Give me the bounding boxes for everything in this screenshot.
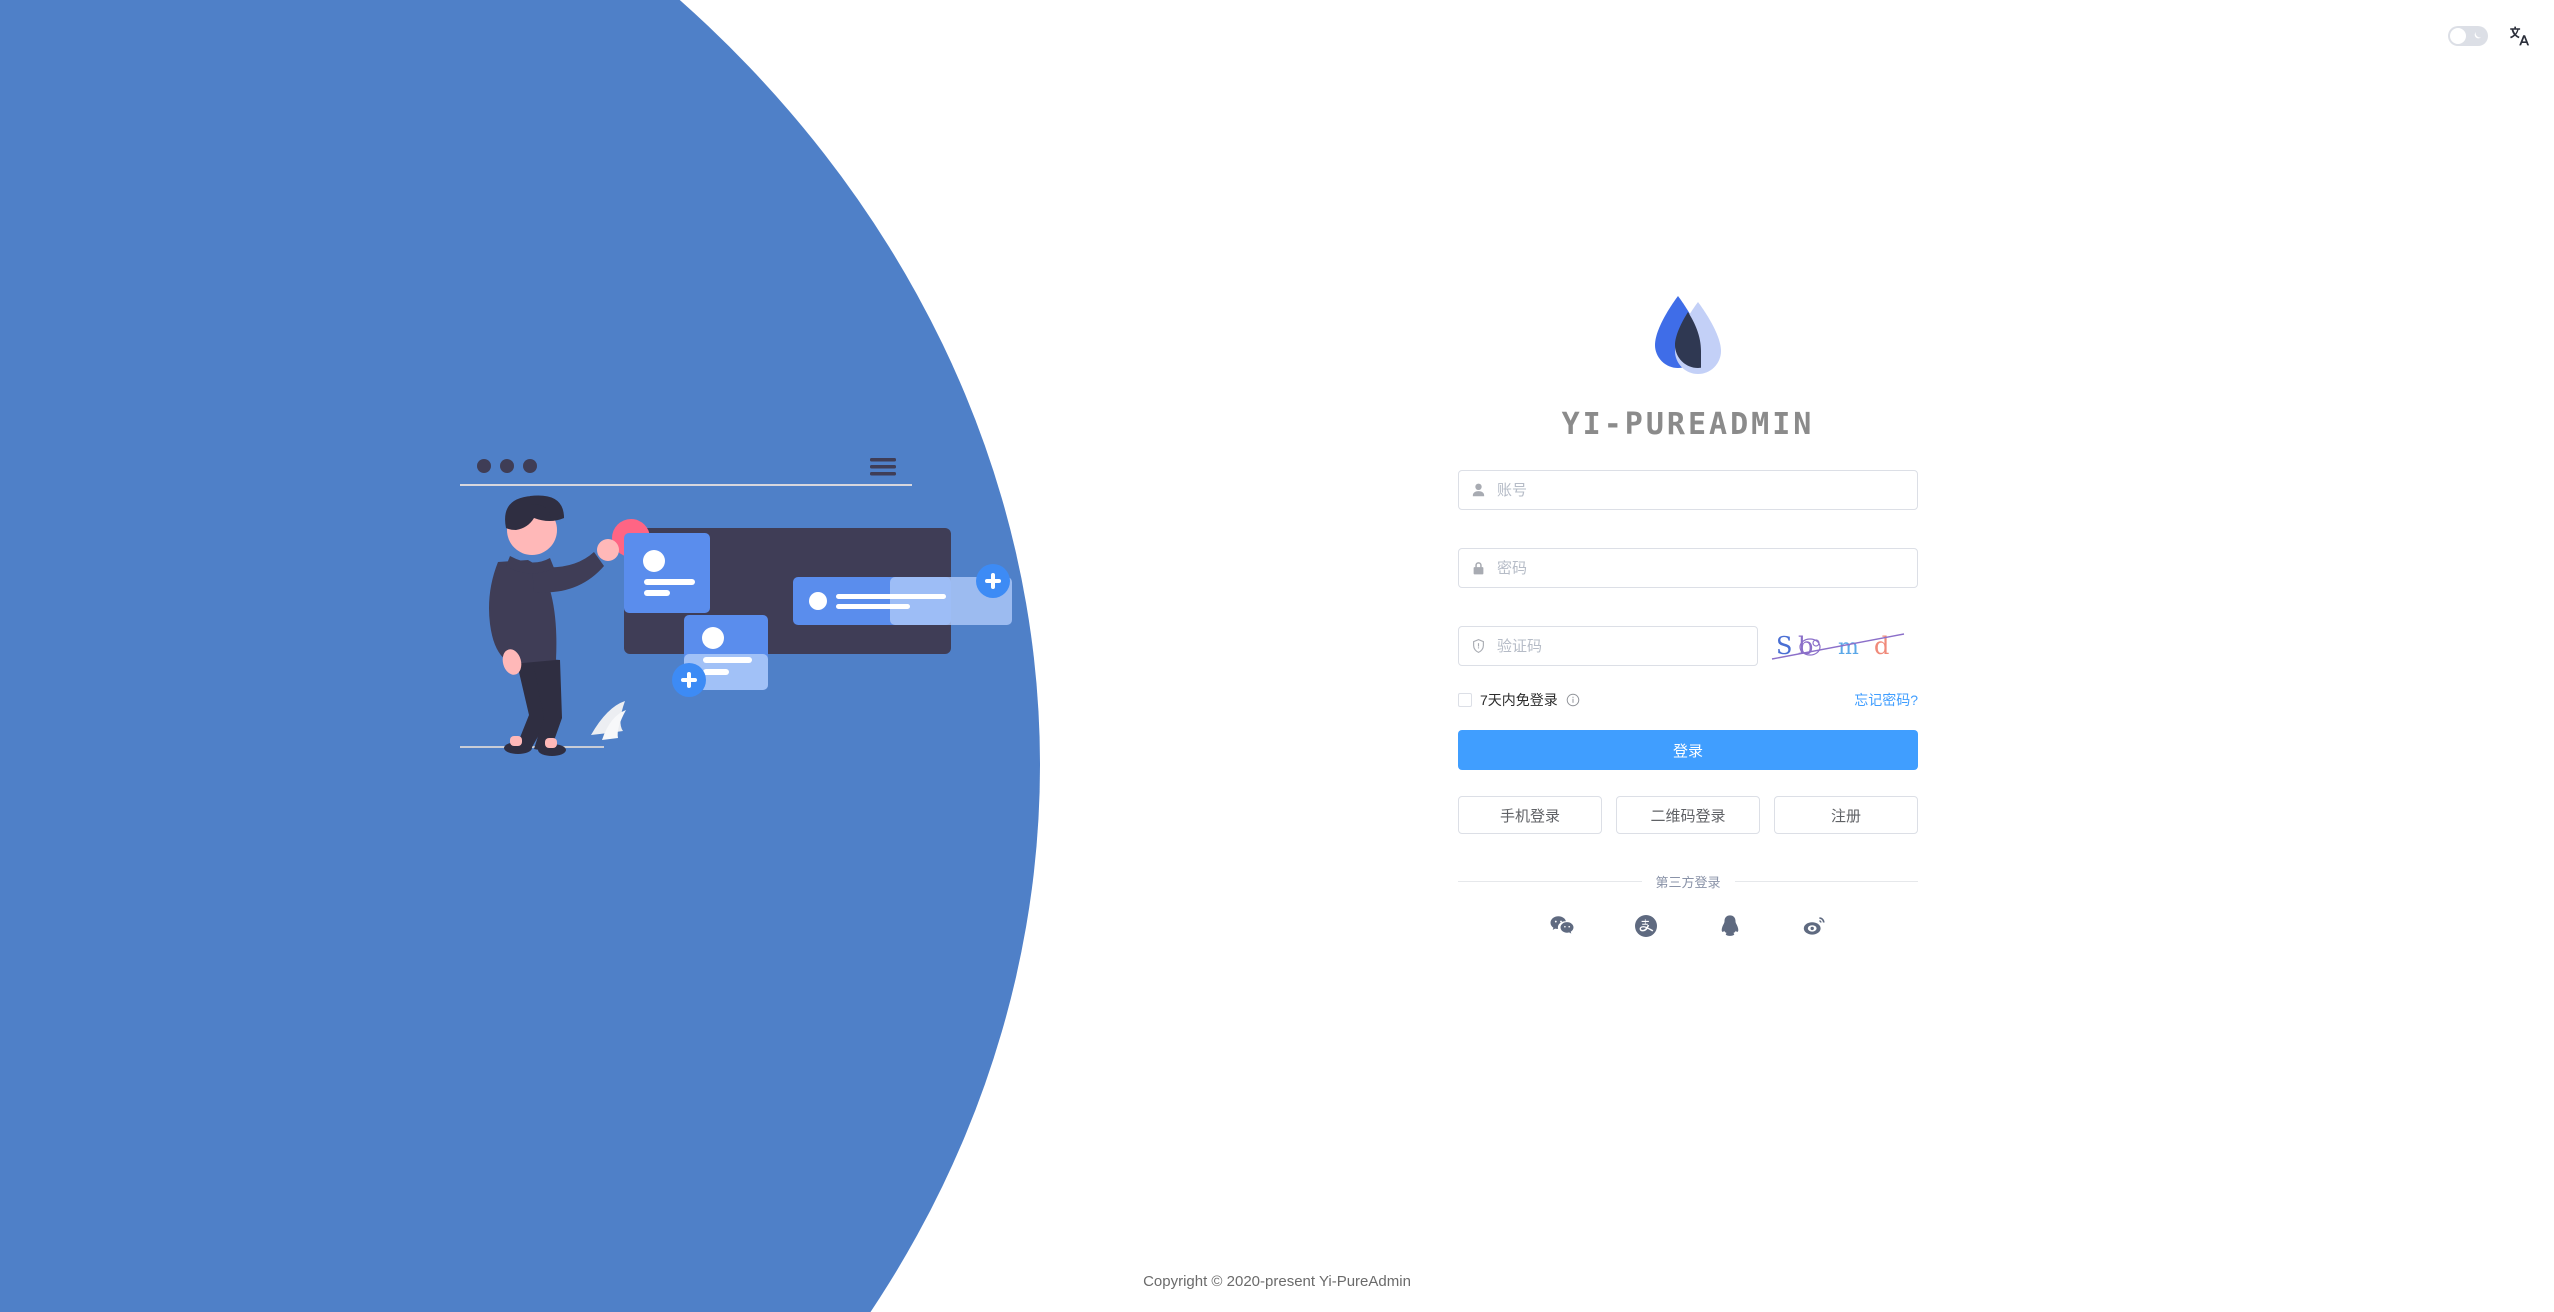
card-top-left — [624, 533, 710, 613]
username-input[interactable] — [1458, 470, 1918, 510]
toggle-knob — [2450, 28, 2466, 44]
social-login-row — [1458, 913, 1918, 939]
captcha-char-4: d — [1874, 632, 1889, 660]
wechat-icon[interactable] — [1549, 913, 1575, 939]
login-illustration — [434, 430, 1080, 890]
divider-label: 第三方登录 — [1655, 875, 1721, 890]
captcha-image[interactable]: S b m d — [1770, 626, 1910, 666]
copyright-text: Copyright © 2020-present Yi-PureAdmin — [1143, 1273, 1411, 1290]
alt-login-buttons: 手机登录 二维码登录 注册 — [1458, 796, 1918, 834]
captcha-char-3: m — [1838, 635, 1859, 660]
divider-line-left — [1458, 881, 1642, 882]
register-button[interactable]: 注册 — [1774, 796, 1918, 834]
footer: Copyright © 2020-present Yi-PureAdmin — [0, 1273, 2554, 1290]
login-form: S b m d 7天内免登录 — [1458, 470, 1919, 939]
dark-mode-toggle[interactable] — [2448, 26, 2488, 46]
captcha-noise-line — [1771, 633, 1905, 660]
captcha-field[interactable] — [1458, 626, 1758, 666]
password-field[interactable] — [1458, 548, 1918, 588]
forgot-password-link[interactable]: 忘记密码? — [1854, 692, 1918, 708]
page-title: YI-PUREADMIN — [1561, 407, 1815, 442]
alipay-icon[interactable] — [1633, 913, 1659, 939]
third-party-divider: 第三方登录 — [1458, 872, 1919, 891]
card-bottom-middle — [672, 615, 768, 697]
brand: YI-PUREADMIN — [1458, 290, 1918, 442]
qq-icon[interactable] — [1717, 913, 1743, 939]
divider-line-right — [1734, 881, 1919, 882]
card-right — [793, 564, 1012, 625]
moon-icon — [2474, 32, 2481, 39]
language-switch[interactable] — [2506, 23, 2532, 49]
captcha-row: S b m d — [1458, 626, 1918, 666]
password-input[interactable] — [1458, 548, 1918, 588]
phone-login-button[interactable]: 手机登录 — [1458, 796, 1602, 834]
topbar — [2448, 0, 2554, 72]
translate-icon — [2510, 26, 2530, 46]
captcha-char-1: S — [1776, 632, 1792, 660]
captcha-input[interactable] — [1458, 626, 1758, 666]
illustration-svg — [434, 458, 1012, 756]
checkbox-box[interactable] — [1458, 693, 1472, 707]
options-row: 7天内免登录 忘记密码? — [1458, 688, 1918, 712]
username-field[interactable] — [1458, 470, 1918, 510]
remember-label: 7天内免登录 — [1480, 692, 1558, 708]
login-panel: YI-PUREADMIN — [1458, 290, 1919, 939]
remember-checkbox[interactable]: 7天内免登录 — [1458, 690, 1580, 710]
qrcode-login-button[interactable]: 二维码登录 — [1616, 796, 1760, 834]
water-drop-logo — [1655, 296, 1721, 374]
weibo-icon[interactable] — [1801, 913, 1827, 939]
login-button[interactable]: 登录 — [1458, 730, 1918, 770]
person-figure — [489, 495, 619, 756]
info-circle-icon[interactable] — [1566, 693, 1580, 707]
window-header — [460, 458, 912, 486]
